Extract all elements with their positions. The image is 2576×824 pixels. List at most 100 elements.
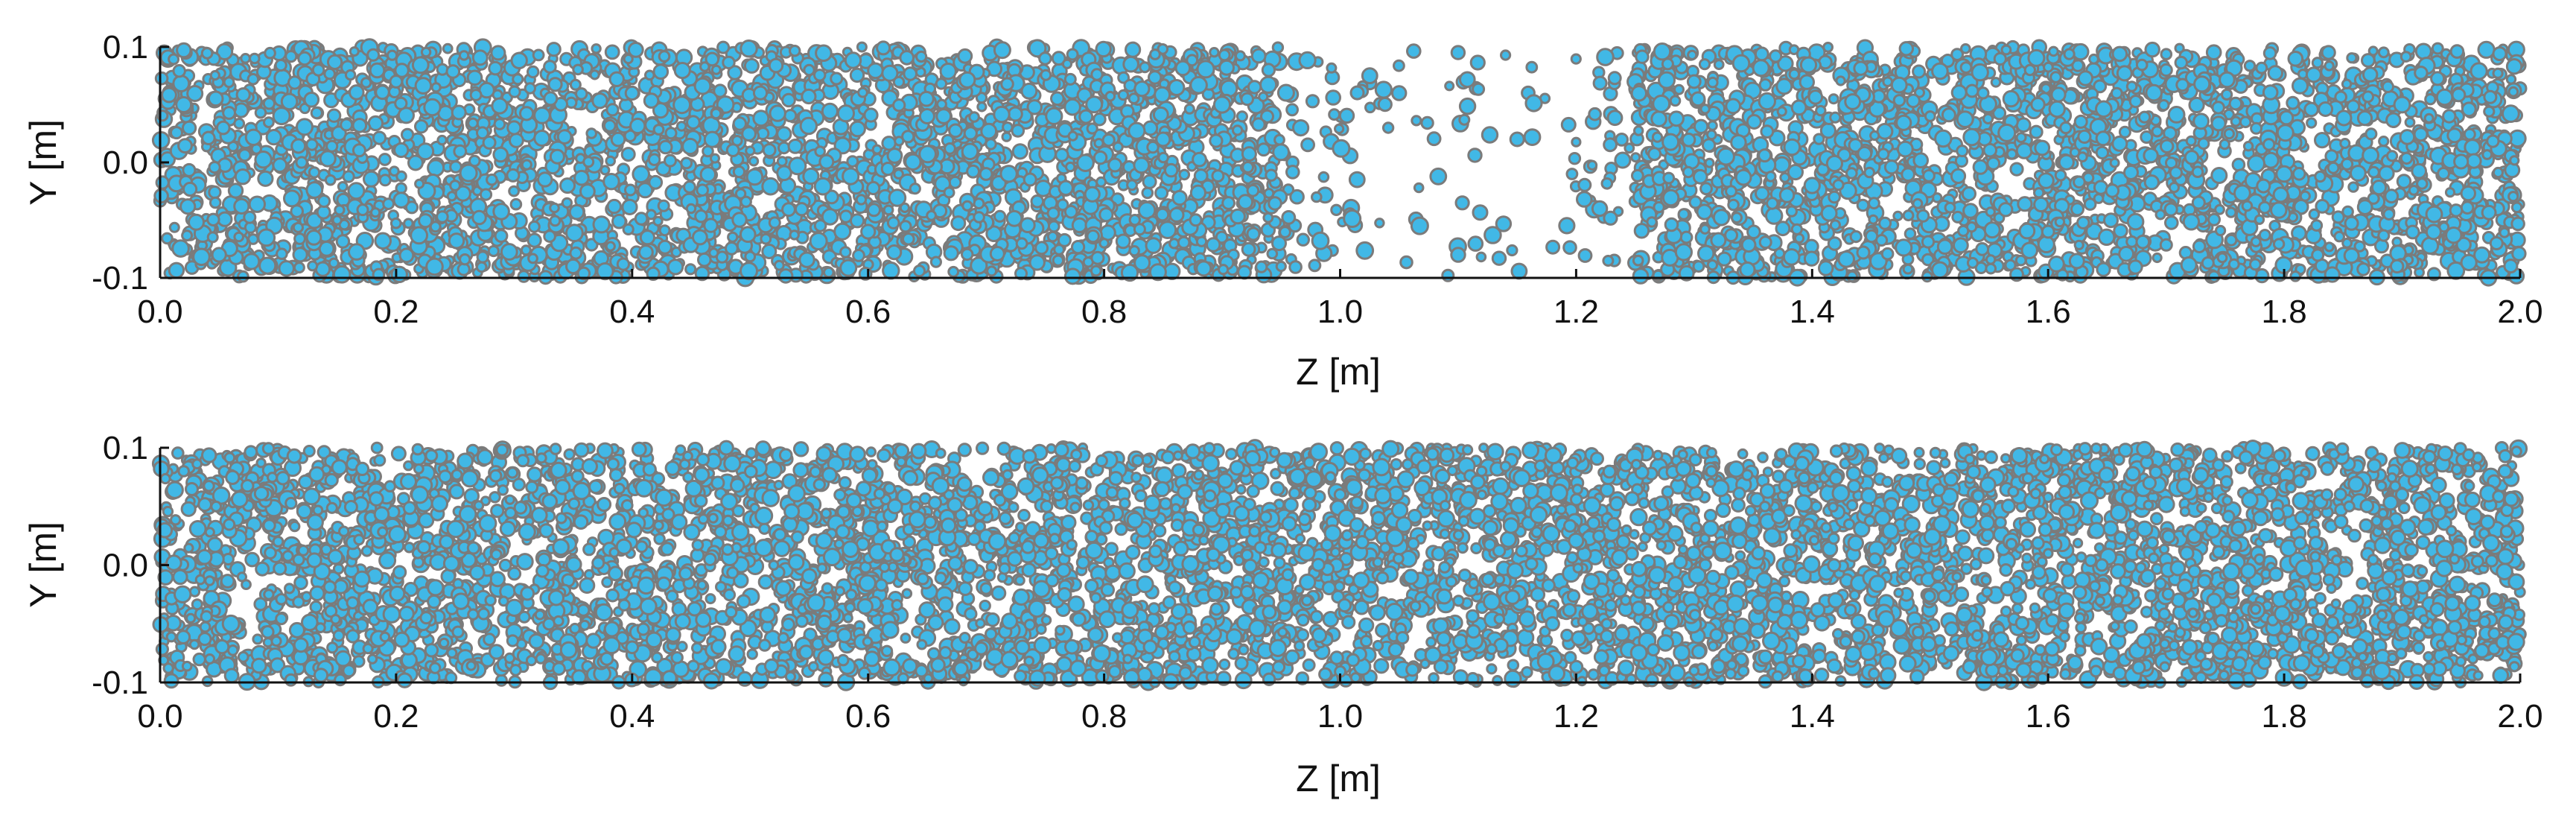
scatter-point: [2105, 183, 2120, 198]
scatter-point: [2002, 89, 2020, 108]
scatter-point: [549, 215, 562, 227]
scatter-point: [1956, 110, 1974, 129]
scatter-point: [1246, 184, 1260, 197]
scatter-point: [1869, 130, 1880, 142]
scatter-point: [290, 138, 307, 154]
scatter-point: [2364, 127, 2378, 141]
scatter-point: [1098, 207, 1114, 223]
scatter-point: [262, 97, 276, 110]
scatter-point: [170, 126, 183, 140]
scatter-point: [2347, 181, 2359, 193]
scatter-point: [1008, 106, 1023, 122]
scatter-point: [957, 48, 973, 64]
scatter-point: [579, 183, 596, 200]
scatter-point: [2109, 157, 2120, 168]
scatter-point: [1576, 191, 1593, 208]
scatter-point: [2015, 117, 2032, 133]
scatter-point: [278, 260, 295, 277]
scatter-point: [1730, 134, 1747, 151]
scatter-point: [1276, 83, 1295, 102]
scatter-point: [508, 185, 520, 197]
scatter-point: [234, 168, 252, 186]
scatter-point: [446, 191, 457, 202]
scatter-point: [1674, 243, 1693, 262]
scatter-point: [1577, 177, 1592, 192]
scatter-point: [382, 197, 395, 211]
scatter-point: [1681, 133, 1696, 148]
scatter-point: [1941, 107, 1956, 123]
scatter-point: [1450, 45, 1466, 60]
scatter-point: [1011, 143, 1028, 160]
scatter-point: [2262, 151, 2280, 169]
scatter-point: [506, 168, 521, 183]
scatter-point: [168, 221, 180, 233]
scatter-point: [1895, 114, 1912, 131]
scatter-point: [1410, 216, 1429, 235]
scatter-point: [2444, 187, 2456, 198]
scatter-point: [177, 138, 193, 154]
scatter-point: [1707, 120, 1718, 131]
scatter-point: [1829, 111, 1842, 124]
scatter-point: [1189, 184, 1207, 201]
scatter-point: [2503, 259, 2519, 274]
scatter-point: [533, 107, 551, 124]
scatter-point: [1026, 99, 1043, 115]
scatter-point: [1571, 136, 1582, 148]
scatter-point: [652, 63, 670, 80]
scatter-point: [652, 215, 664, 226]
scatter-point: [1355, 241, 1375, 260]
scatter-point: [414, 178, 425, 189]
scatter-point: [389, 217, 402, 229]
scatter-point: [684, 263, 697, 276]
scatter-point: [510, 51, 528, 70]
scatter-point: [2193, 75, 2211, 93]
scatter-point: [2140, 130, 2154, 144]
scatter-point: [360, 77, 372, 89]
scatter-point: [1820, 204, 1838, 222]
scatter-point: [1343, 209, 1362, 228]
scatter-point: [748, 156, 760, 167]
scatter-point: [1458, 113, 1471, 126]
scatter-point: [569, 246, 583, 260]
scatter-point: [1326, 62, 1338, 74]
scatter-point: [1633, 223, 1650, 239]
scatter-point: [605, 155, 617, 167]
scatter-point: [781, 92, 796, 108]
scatter-point: [2416, 177, 2429, 190]
scatter-point: [787, 139, 804, 154]
scatter-point: [1523, 128, 1542, 147]
scatter-point: [2492, 166, 2504, 179]
scatter-point: [1746, 224, 1761, 240]
scatter-point: [1168, 238, 1180, 250]
scatter-point: [1592, 75, 1608, 91]
scatter-point: [2083, 197, 2097, 211]
scatter-point: [2470, 62, 2488, 80]
scatter-point: [2507, 191, 2519, 203]
scatter-point: [2381, 80, 2394, 94]
scatter-point: [710, 107, 722, 120]
scatter-point: [2023, 63, 2037, 77]
scatter-point: [1717, 251, 1732, 267]
scatter-point: [2507, 86, 2519, 98]
scatter-point: [1568, 152, 1582, 165]
scatter-point: [2396, 174, 2412, 189]
scatter-point: [2163, 202, 2178, 217]
scatter-point: [1261, 63, 1276, 77]
scatter-point: [2088, 53, 2099, 65]
scatter-point: [323, 67, 337, 80]
scatter-point: [532, 48, 545, 62]
scatter-point: [394, 96, 408, 110]
scatter-point: [1259, 75, 1278, 94]
scatter-point: [2341, 157, 2354, 171]
scatter-point: [1693, 118, 1709, 135]
scatter-point: [1052, 254, 1065, 267]
scatter-point: [1677, 208, 1691, 221]
scatter-point: [2073, 175, 2086, 189]
scatter-point: [2174, 55, 2189, 70]
scatter-point: [693, 77, 712, 95]
scatter-point: [2113, 223, 2128, 239]
scatter-point: [1047, 220, 1060, 233]
scatter-point: [1727, 198, 1740, 212]
scatter-point: [533, 130, 551, 147]
scatter-point: [839, 246, 852, 259]
